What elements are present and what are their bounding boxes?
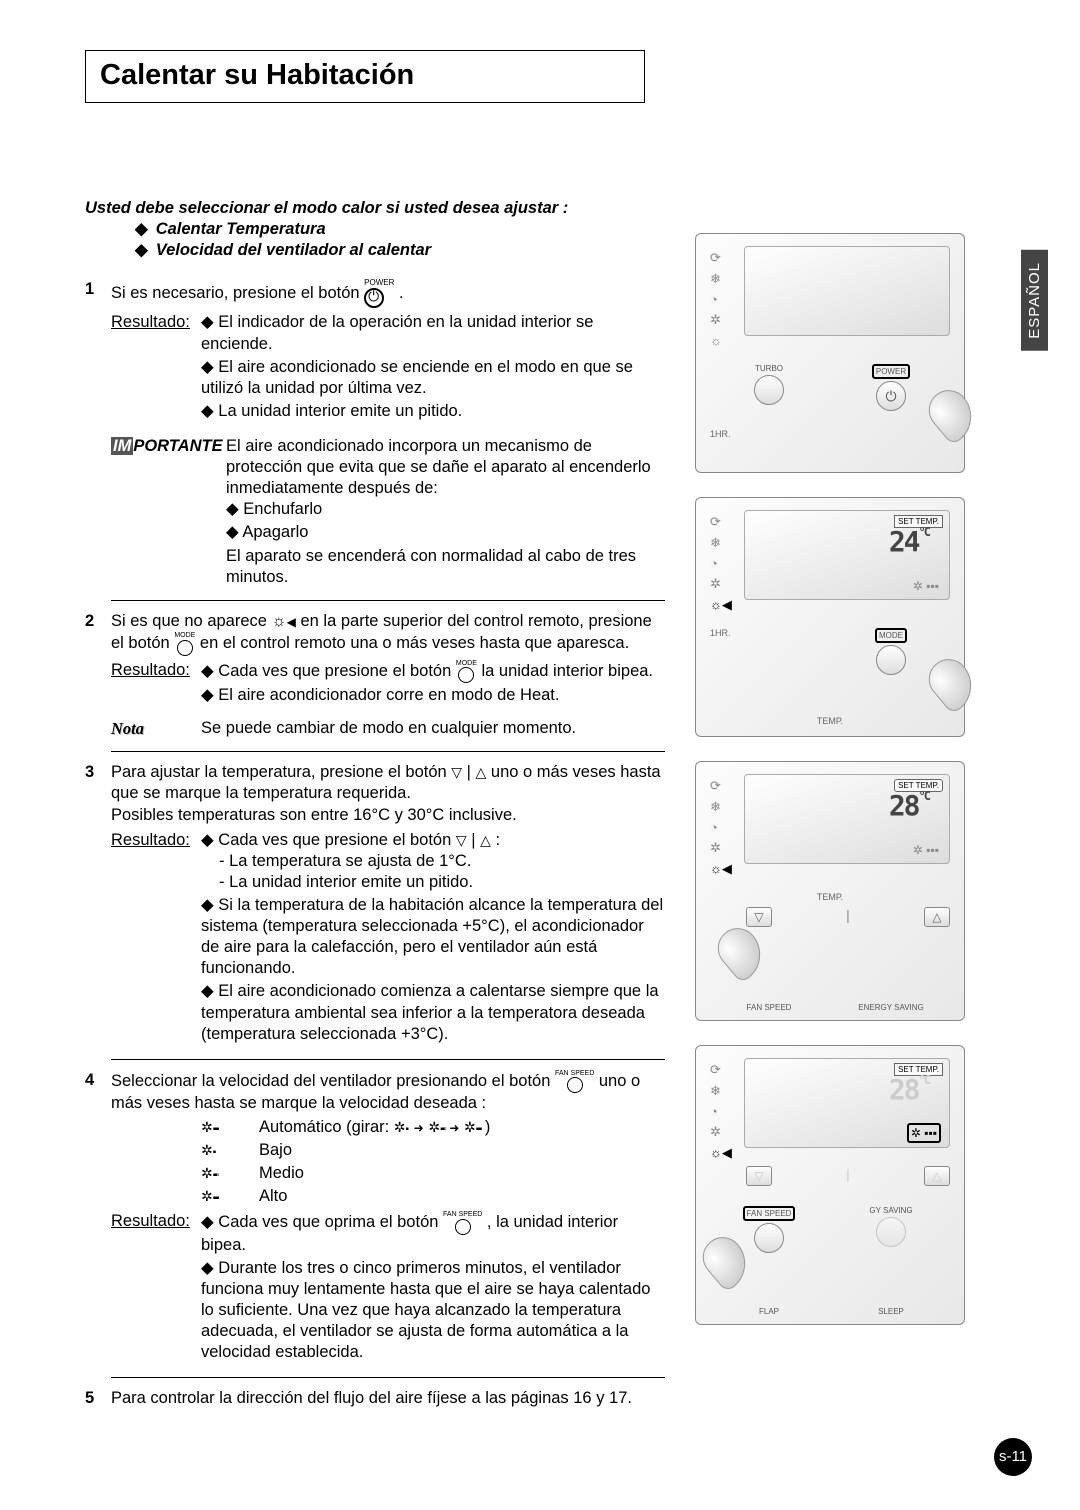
nota-text: Se puede cambiar de modo en cualquier mo… bbox=[201, 718, 576, 739]
step-5: 5 Para controlar la dirección del flujo … bbox=[85, 1388, 665, 1409]
step-text: Para controlar la dirección del flujo de… bbox=[111, 1388, 665, 1409]
language-tab: ESPAÑOL bbox=[1021, 250, 1048, 351]
step-text: Si es que no aparece bbox=[111, 612, 272, 630]
fan-auto-label: Automático (girar: bbox=[259, 1118, 394, 1136]
flap-label: FLAP bbox=[734, 1307, 804, 1316]
result-label: Resultado: bbox=[111, 1211, 201, 1365]
temp-value: 28 bbox=[889, 789, 919, 822]
remote-illustration-3: ⟳❄◔✲☼◀ SET TEMP. 28°C ✲ ▪▪▪ TEMP. ▽ | △ … bbox=[695, 761, 965, 1021]
result-item: Cada ves que presione el botón MODE la u… bbox=[201, 660, 653, 684]
fan-low-label: Bajo bbox=[259, 1140, 292, 1161]
step-text: Seleccionar la velocidad del ventilador … bbox=[111, 1072, 555, 1090]
energy-label: GY SAVING bbox=[869, 1206, 912, 1215]
result-item: Cada ves que oprima el botón FAN SPEED ,… bbox=[201, 1211, 665, 1256]
down-button: ▽ bbox=[746, 1166, 772, 1186]
arrow-left-icon bbox=[287, 612, 296, 630]
divider bbox=[111, 600, 665, 601]
step-text: Posibles temperaturas son entre 16°C y 3… bbox=[111, 805, 665, 826]
step-text: en el control remoto una o más veses has… bbox=[200, 634, 629, 652]
step-number: 3 bbox=[85, 762, 111, 1046]
sleep-label: SLEEP bbox=[856, 1307, 926, 1316]
step-number: 4 bbox=[85, 1070, 111, 1365]
up-icon bbox=[480, 831, 491, 849]
intro-item: Velocidad del ventilador al calentar bbox=[135, 240, 665, 261]
step-number: 1 bbox=[85, 279, 111, 587]
title-box: Calentar su Habitación bbox=[85, 50, 645, 103]
step-number: 2 bbox=[85, 611, 111, 740]
step-3: 3 Para ajustar la temperatura, presione … bbox=[85, 762, 665, 1046]
step-number: 5 bbox=[85, 1388, 111, 1409]
sun-icon bbox=[272, 612, 287, 630]
divider bbox=[111, 1377, 665, 1378]
fanspeed-label-hl: FAN SPEED bbox=[743, 1206, 796, 1221]
result-item: El aire acondicionador corre en modo de … bbox=[201, 685, 653, 706]
result-item: Cada ves que presione el botón | : - La … bbox=[201, 830, 665, 893]
step-4: 4 Seleccionar la velocidad del ventilado… bbox=[85, 1070, 665, 1365]
temp-label: TEMP. bbox=[696, 892, 964, 902]
remote-illustration-2: ⟳❄◔✲☼◀ SET TEMP. 24°C ✲ ▪▪▪ 1HR. MODE TE… bbox=[695, 497, 965, 737]
result-item: La unidad interior emite un pitido. bbox=[201, 401, 665, 422]
fan-med-label: Medio bbox=[259, 1163, 304, 1184]
down-button: ▽ bbox=[746, 907, 772, 927]
step-2: 2 Si es que no aparece en la parte super… bbox=[85, 611, 665, 740]
divider bbox=[111, 1059, 665, 1060]
important-tail: El aparato se encenderá con normalidad a… bbox=[226, 546, 665, 588]
page-title: Calentar su Habitación bbox=[100, 59, 630, 92]
energy-label: ENERGY SAVING bbox=[856, 1003, 926, 1012]
turbo-label: TURBO bbox=[755, 364, 783, 373]
fanspeed-label: FAN SPEED bbox=[734, 1003, 804, 1012]
result-label: Resultado: bbox=[111, 312, 201, 424]
result-label: Resultado: bbox=[111, 660, 201, 709]
nota-label: Nota bbox=[111, 718, 201, 739]
remote-illustration-4: ⟳❄◔✲☼◀ SET TEMP. 28°C ✲ ▪▪▪ ▽ | △ FAN SP… bbox=[695, 1045, 965, 1325]
result-item: Si la temperatura de la habitación alcan… bbox=[201, 895, 665, 979]
mode-label-hl: MODE bbox=[875, 628, 907, 643]
intro-block: Usted debe seleccionar el modo calor si … bbox=[85, 198, 665, 261]
temp-label: TEMP. bbox=[696, 716, 964, 726]
fan-icon bbox=[201, 1118, 213, 1136]
intro-lead: Usted debe seleccionar el modo calor si … bbox=[85, 198, 665, 219]
mode-icon: MODE bbox=[456, 660, 477, 684]
important-item: Apagarlo bbox=[226, 522, 665, 543]
illustrations-column: ⟳❄◔✲☼ TURBO POWER⏻ 1HR. ⟳❄◔✲☼◀ SET TEMP.… bbox=[695, 233, 965, 1417]
result-item: El aire acondicionado comienza a calenta… bbox=[201, 981, 665, 1044]
intro-item: Calentar Temperatura bbox=[135, 219, 665, 240]
mode-icon: MODE bbox=[174, 632, 195, 656]
up-button: △ bbox=[924, 1166, 950, 1186]
up-button: △ bbox=[924, 907, 950, 927]
temp-value: 24 bbox=[889, 525, 919, 558]
important-text: El aire acondicionado incorpora un mecan… bbox=[226, 436, 665, 499]
step-text: Si es necesario, presione el botón bbox=[111, 284, 364, 302]
fanspeed-icon: FAN SPEED bbox=[555, 1070, 594, 1094]
fan-high-label: Alto bbox=[259, 1186, 287, 1207]
step-text: Para ajustar la temperatura, presione el… bbox=[111, 763, 451, 781]
remote-illustration-1: ⟳❄◔✲☼ TURBO POWER⏻ 1HR. bbox=[695, 233, 965, 473]
hr-label: 1HR. bbox=[710, 429, 731, 439]
step-1: 1 Si es necesario, presione el botón POW… bbox=[85, 279, 665, 587]
fan-icon bbox=[201, 1141, 213, 1159]
power-icon: POWER bbox=[364, 279, 394, 308]
result-label: Resultado: bbox=[111, 830, 201, 1047]
important-item: Enchufarlo bbox=[226, 499, 665, 520]
power-label-hl: POWER bbox=[872, 364, 910, 379]
temp-value: 28 bbox=[889, 1073, 919, 1106]
fan-icon bbox=[201, 1164, 213, 1182]
page-number: s-11 bbox=[994, 1438, 1032, 1476]
important-label: IMPORTANTE bbox=[111, 436, 226, 588]
result-item: Durante los tres o cinco primeros minuto… bbox=[201, 1258, 665, 1364]
fanspeed-icon: FAN SPEED bbox=[443, 1211, 482, 1235]
divider bbox=[111, 751, 665, 752]
down-icon bbox=[451, 763, 462, 781]
result-item: El aire acondicionado se enciende en el … bbox=[201, 357, 665, 399]
step-text: . bbox=[399, 284, 404, 302]
up-icon bbox=[476, 763, 487, 781]
down-icon bbox=[456, 831, 467, 849]
fan-icon bbox=[201, 1187, 213, 1205]
finger-icon bbox=[710, 920, 773, 984]
result-item: El indicador de la operación en la unida… bbox=[201, 312, 665, 354]
